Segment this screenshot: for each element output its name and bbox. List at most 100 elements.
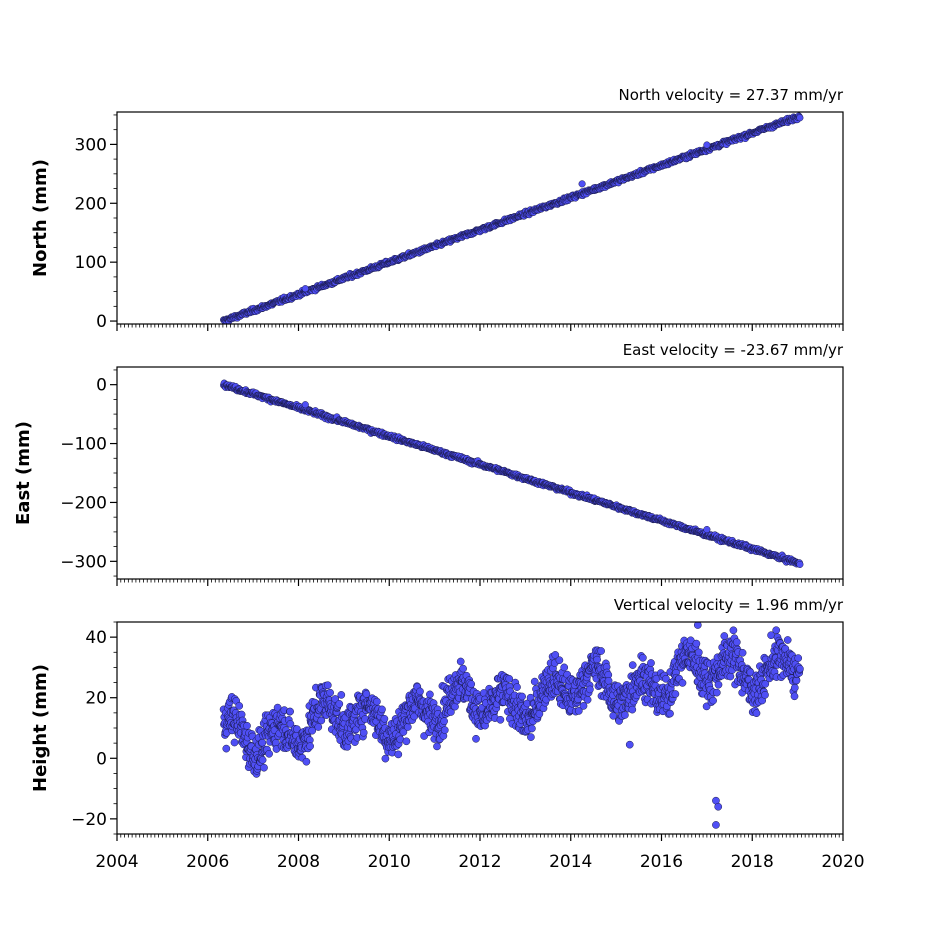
data-point <box>308 726 317 735</box>
data-point <box>472 734 480 743</box>
data-point <box>314 723 323 731</box>
data-point <box>527 733 535 741</box>
data-point <box>604 676 613 685</box>
data-point <box>317 716 326 725</box>
data-point <box>403 723 412 731</box>
y-tick-label: −300 <box>60 552 107 572</box>
data-point <box>456 657 465 666</box>
height-velocity-title: Vertical velocity = 1.96 mm/yr <box>614 596 844 614</box>
data-point <box>678 679 687 687</box>
data-point <box>790 683 799 692</box>
east-panel: 0 −100 −200 −300 East (mm) East velocity = -2… <box>13 341 844 586</box>
y-tick-label: 20 <box>85 689 107 709</box>
data-point <box>628 661 637 669</box>
data-point <box>513 683 521 691</box>
x-tick-label: 2004 <box>95 852 138 872</box>
data-point <box>243 721 251 730</box>
data-point <box>459 664 467 673</box>
x-tick-label: 2018 <box>731 852 774 872</box>
data-point <box>496 715 505 724</box>
data-point <box>335 700 344 708</box>
data-point <box>720 632 729 640</box>
data-point <box>222 744 231 753</box>
data-point <box>732 638 741 646</box>
data-point <box>230 738 239 747</box>
east-points <box>220 379 804 568</box>
data-point <box>621 711 629 719</box>
y-tick-label: 40 <box>85 628 107 648</box>
data-point <box>260 763 268 772</box>
data-point <box>671 690 680 698</box>
data-point <box>326 688 334 697</box>
data-point <box>528 724 536 733</box>
y-tick-label: 0 <box>96 376 107 396</box>
outlier-point <box>625 740 634 749</box>
data-point <box>794 654 803 662</box>
data-point <box>293 725 301 733</box>
data-point <box>586 685 594 694</box>
data-point <box>551 651 560 659</box>
east-velocity-title: East velocity = -23.67 mm/yr <box>623 341 844 359</box>
x-tick-label: 2006 <box>186 852 229 872</box>
data-point <box>380 714 389 723</box>
data-point <box>579 702 588 710</box>
data-point <box>258 738 267 747</box>
outlier-point <box>578 180 586 188</box>
north-y-axis-title: North (mm) <box>30 159 51 277</box>
data-point <box>467 680 476 688</box>
data-point <box>609 711 618 720</box>
y-tick-label: −200 <box>60 493 107 513</box>
data-point <box>286 720 295 728</box>
height-y-axis-title: Height (mm) <box>30 664 51 792</box>
x-tick-label: 2008 <box>277 852 320 872</box>
data-point <box>505 674 514 683</box>
data-point <box>709 696 717 705</box>
data-point <box>378 705 386 714</box>
data-point <box>796 664 804 673</box>
data-point <box>796 114 804 122</box>
data-point <box>331 695 340 703</box>
data-point <box>440 717 448 726</box>
data-point <box>323 681 332 690</box>
x-tick-label: 2010 <box>368 852 411 872</box>
outlier-point <box>714 802 723 811</box>
data-point <box>337 691 346 699</box>
data-point <box>555 656 564 665</box>
data-point <box>783 636 792 644</box>
data-point <box>694 648 703 657</box>
data-point <box>518 692 526 701</box>
data-point <box>306 742 314 751</box>
data-point <box>666 709 674 718</box>
north-panel: 0 100 200 300 North (mm) North velocity = 27.… <box>30 86 844 332</box>
y-tick-label: 0 <box>96 749 107 769</box>
data-point <box>583 695 592 704</box>
data-point <box>593 655 601 664</box>
data-point <box>286 707 294 716</box>
height-points <box>219 622 804 829</box>
data-point <box>273 703 282 712</box>
data-point <box>302 757 311 766</box>
x-tick-label: 2020 <box>821 852 864 872</box>
data-point <box>399 728 408 736</box>
data-point <box>265 749 273 758</box>
outlier-point <box>301 285 309 293</box>
height-panel: −20 0 20 40 Height (mm) Vertical velocity = 1… <box>30 596 865 872</box>
y-tick-label: −100 <box>60 435 107 455</box>
y-tick-label: 100 <box>75 253 107 273</box>
outlier-point <box>703 525 711 534</box>
y-tick-label: 0 <box>96 312 107 332</box>
data-point <box>530 677 539 686</box>
data-point <box>258 756 267 764</box>
data-point <box>416 687 424 696</box>
y-tick-label: 300 <box>75 135 107 155</box>
outlier-point <box>693 622 702 629</box>
data-point <box>560 663 569 672</box>
data-point <box>440 726 449 734</box>
data-point <box>639 653 647 662</box>
x-tick-label: 2012 <box>458 852 501 872</box>
data-point <box>628 705 637 714</box>
data-point <box>373 697 381 706</box>
data-point <box>686 636 695 645</box>
y-tick-label: −20 <box>71 810 107 830</box>
data-point <box>647 659 655 667</box>
